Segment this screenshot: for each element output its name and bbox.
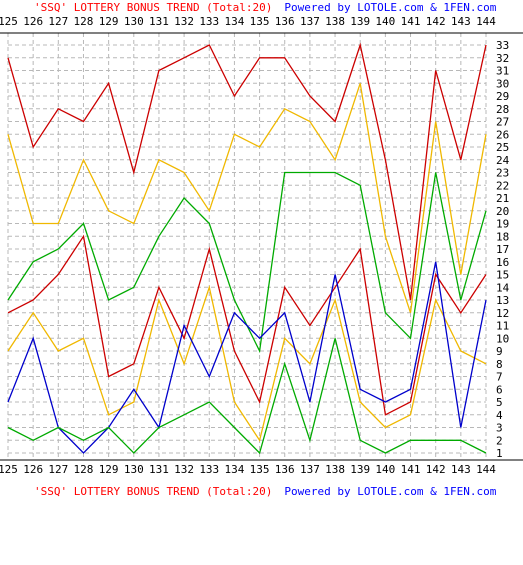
x-tick-label-bottom: 132 xyxy=(174,463,194,476)
x-tick-label-bottom: 134 xyxy=(224,463,244,476)
y-tick-label: 32 xyxy=(496,52,509,65)
x-tick-label-top: 127 xyxy=(48,15,68,28)
x-tick-label-bottom: 139 xyxy=(350,463,370,476)
x-tick-label-bottom: 141 xyxy=(401,463,421,476)
chart-title-bottom: 'SSQ' LOTTERY BONUS TREND (Total:20) Powe… xyxy=(34,485,497,498)
y-tick-label: 33 xyxy=(496,39,509,52)
y-tick-label: 9 xyxy=(496,345,503,358)
y-tick-label: 7 xyxy=(496,371,503,384)
x-tick-label-top: 140 xyxy=(375,15,395,28)
series-lines xyxy=(7,42,487,455)
x-tick-label-bottom: 125 xyxy=(0,463,18,476)
x-tick-label-bottom: 142 xyxy=(426,463,446,476)
x-tick-label-top: 135 xyxy=(250,15,270,28)
series-line-4 xyxy=(7,234,487,416)
x-tick-label-top: 143 xyxy=(451,15,471,28)
x-tick-label-bottom: 127 xyxy=(48,463,68,476)
series-line-6 xyxy=(7,261,487,454)
y-tick-label: 5 xyxy=(496,396,503,409)
y-tick-label: 16 xyxy=(496,256,509,269)
x-tick-label-top: 132 xyxy=(174,15,194,28)
x-tick-label-bottom: 138 xyxy=(325,463,345,476)
x-tick-label-top: 133 xyxy=(199,15,219,28)
x-tick-label-top: 131 xyxy=(149,15,169,28)
y-tick-label: 20 xyxy=(496,205,509,218)
y-tick-label: 13 xyxy=(496,294,509,307)
x-tick-label-bottom: 129 xyxy=(99,463,119,476)
y-tick-label: 23 xyxy=(496,167,509,180)
y-tick-label: 30 xyxy=(496,77,509,90)
x-tick-label-bottom: 135 xyxy=(250,463,270,476)
chart-title-top: 'SSQ' LOTTERY BONUS TREND (Total:20) Powe… xyxy=(34,1,497,14)
x-tick-label-top: 129 xyxy=(99,15,119,28)
y-tick-label: 15 xyxy=(496,269,509,282)
plot-frame xyxy=(0,32,523,461)
x-tick-label-top: 136 xyxy=(275,15,295,28)
y-axis-right: 1234567891011121314151617181920212223242… xyxy=(496,39,510,460)
x-tick-label-bottom: 136 xyxy=(275,463,295,476)
x-tick-label-bottom: 143 xyxy=(451,463,471,476)
x-tick-label-bottom: 133 xyxy=(199,463,219,476)
y-tick-label: 11 xyxy=(496,320,509,333)
y-tick-label: 4 xyxy=(496,409,503,422)
y-tick-label: 6 xyxy=(496,383,503,396)
x-axis-bottom: 125 126 127 128 129 130 131 132 133 134 135 136 137 1… xyxy=(0,463,496,476)
x-tick-label-bottom: 137 xyxy=(300,463,320,476)
y-tick-label: 29 xyxy=(496,90,509,103)
y-tick-label: 22 xyxy=(496,179,509,192)
series-line-2 xyxy=(7,83,487,314)
y-tick-label: 17 xyxy=(496,243,509,256)
x-tick-label-top: 130 xyxy=(124,15,144,28)
x-tick-label-bottom: 144 xyxy=(476,463,496,476)
y-tick-label: 1 xyxy=(496,447,503,460)
y-tick-label: 8 xyxy=(496,358,503,371)
x-tick-label-top: 128 xyxy=(74,15,94,28)
y-tick-label: 14 xyxy=(496,281,510,294)
x-tick-label-top: 137 xyxy=(300,15,320,28)
x-tick-label-top: 144 xyxy=(476,15,496,28)
x-tick-label-bottom: 126 xyxy=(23,463,43,476)
y-tick-label: 3 xyxy=(496,422,503,435)
y-tick-label: 28 xyxy=(496,103,509,116)
x-tick-label-top: 139 xyxy=(350,15,370,28)
x-tick-label-bottom: 131 xyxy=(149,463,169,476)
x-tick-label-bottom: 140 xyxy=(375,463,395,476)
y-tick-label: 25 xyxy=(496,141,509,154)
y-tick-label: 21 xyxy=(496,192,509,205)
x-axis-top: 125 126 127 128 129 130 131 132 133 134 135 136 137 1… xyxy=(0,15,496,28)
series-line-7 xyxy=(7,338,487,455)
x-tick-label-top: 125 xyxy=(0,15,18,28)
y-tick-label: 27 xyxy=(496,116,509,129)
x-tick-label-bottom: 128 xyxy=(74,463,94,476)
y-tick-label: 18 xyxy=(496,230,509,243)
x-tick-label-top: 134 xyxy=(224,15,244,28)
y-tick-label: 10 xyxy=(496,332,509,345)
x-tick-label-top: 138 xyxy=(325,15,345,28)
x-tick-label-top: 142 xyxy=(426,15,446,28)
series-line-5 xyxy=(7,284,487,442)
series-line-1 xyxy=(7,42,487,301)
y-tick-label: 24 xyxy=(496,154,510,167)
x-tick-label-top: 126 xyxy=(23,15,43,28)
grid-lines xyxy=(7,33,487,460)
x-tick-label-top: 141 xyxy=(401,15,421,28)
y-tick-label: 2 xyxy=(496,434,503,447)
x-tick-label-bottom: 130 xyxy=(124,463,144,476)
y-tick-label: 19 xyxy=(496,218,509,231)
y-tick-label: 31 xyxy=(496,65,509,78)
y-tick-label: 12 xyxy=(496,307,509,320)
y-tick-label: 26 xyxy=(496,128,509,141)
